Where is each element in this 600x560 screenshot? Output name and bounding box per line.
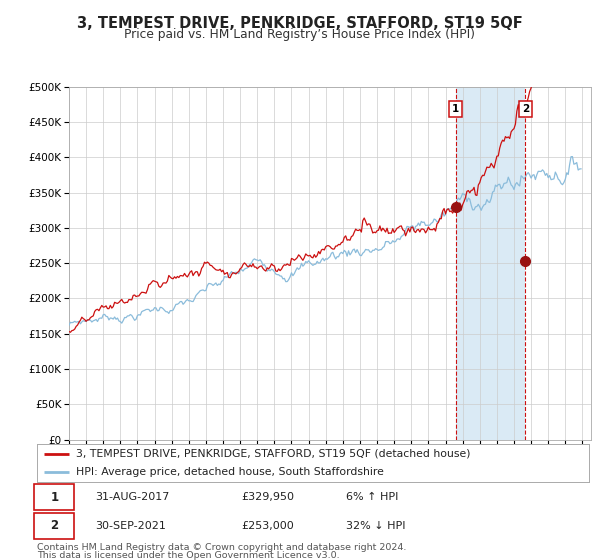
Text: Contains HM Land Registry data © Crown copyright and database right 2024.: Contains HM Land Registry data © Crown c… [37,543,407,552]
Text: 1: 1 [50,491,58,504]
FancyBboxPatch shape [34,513,74,539]
Text: 32% ↓ HPI: 32% ↓ HPI [346,521,406,531]
Text: 31-AUG-2017: 31-AUG-2017 [95,492,170,502]
Text: This data is licensed under the Open Government Licence v3.0.: This data is licensed under the Open Gov… [37,551,340,560]
Text: £253,000: £253,000 [241,521,294,531]
Text: 3, TEMPEST DRIVE, PENKRIDGE, STAFFORD, ST19 5QF (detached house): 3, TEMPEST DRIVE, PENKRIDGE, STAFFORD, S… [76,449,470,459]
FancyBboxPatch shape [34,484,74,510]
Bar [455,87,526,440]
Text: Price paid vs. HM Land Registry’s House Price Index (HPI): Price paid vs. HM Land Registry’s House … [125,28,476,41]
Text: 6% ↑ HPI: 6% ↑ HPI [346,492,398,502]
Text: 2: 2 [522,104,529,114]
Text: 30-SEP-2021: 30-SEP-2021 [95,521,166,531]
Text: 1: 1 [452,104,459,114]
Text: £329,950: £329,950 [241,492,295,502]
Text: HPI: Average price, detached house, South Staffordshire: HPI: Average price, detached house, Sout… [76,467,384,477]
Text: 2: 2 [50,519,58,533]
Text: 3, TEMPEST DRIVE, PENKRIDGE, STAFFORD, ST19 5QF: 3, TEMPEST DRIVE, PENKRIDGE, STAFFORD, S… [77,16,523,31]
